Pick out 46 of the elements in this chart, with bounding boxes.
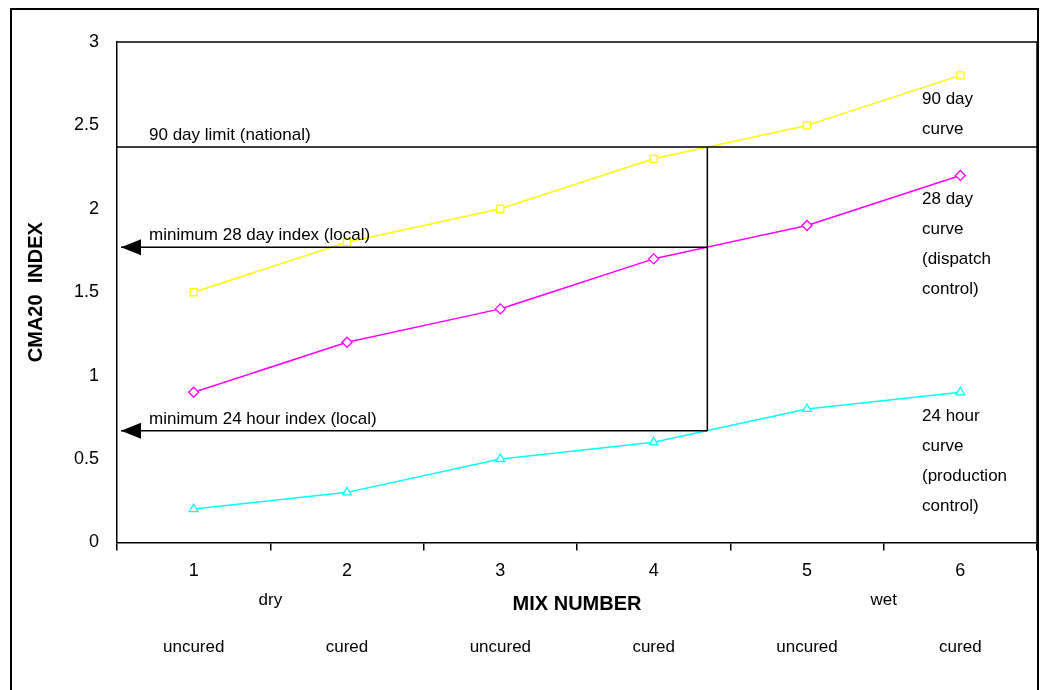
point [496,204,505,213]
ref-line-label: minimum 28 day index (local) [149,225,371,245]
point [954,169,966,182]
x-tick-label: 1 [188,560,199,581]
y-tick-label: 1 [89,364,100,385]
text: uncured [469,637,532,657]
x-tick-label: 2 [342,560,353,581]
point [495,453,506,463]
point [341,336,353,348]
x-tick-label: 4 [648,560,659,581]
x-axis-title: MIX NUMBER [512,591,643,614]
y-tick-label: 0 [89,531,100,552]
point [649,154,658,163]
y-axis-title: CMA20 INDEX [23,221,46,363]
point [956,71,965,80]
point [801,219,813,232]
y-tick-label: 2 [89,197,100,218]
y-tick-label: 0.5 [73,447,100,468]
point [648,436,659,446]
text: uncured [776,637,838,657]
series-label: 24 hour curve (production control) [922,405,1008,515]
x-tick-label: 3 [495,560,506,581]
text: cured [632,637,675,657]
y-tick-label: 2.5 [73,114,100,135]
text: dry [258,590,283,610]
ref-line-label: 90 day limit (national) [149,125,311,145]
text: uncured [162,637,225,657]
text: cured [325,637,369,657]
ref-line-label: minimum 24 hour index (local) [149,408,377,428]
point [802,403,812,413]
series-label: 90 day curve [922,89,974,139]
y-tick-label: 3 [89,30,100,51]
series-label: 28 day curve (dispatch control) [922,189,991,299]
x-tick-label: 6 [955,560,966,581]
point [188,386,200,398]
x-tick-label: 5 [802,560,813,581]
point [648,253,660,265]
text: wet [869,590,898,610]
y-tick-label: 1.5 [73,281,100,302]
text: cured [939,637,982,657]
point [188,503,199,513]
point [802,121,812,130]
point [189,288,198,297]
point [494,303,506,315]
point [342,486,352,496]
point [955,386,966,396]
